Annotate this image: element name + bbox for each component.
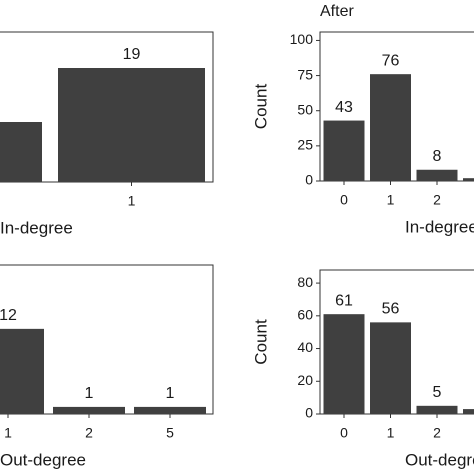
x-tick-label: 5: [166, 425, 174, 441]
y-tick-label: 50: [297, 101, 313, 117]
bar: [0, 328, 44, 414]
x-tick-label: 2: [433, 425, 441, 441]
y-tick-label: 40: [297, 339, 313, 355]
panel-title: After: [320, 3, 354, 20]
x-axis-label: Out-degree: [405, 450, 474, 469]
y-axis-label: Count: [251, 319, 270, 365]
x-tick-label: 2: [85, 425, 93, 441]
y-axis-label: Count: [251, 84, 270, 130]
y-tick-label: 0: [305, 172, 313, 188]
bar: [134, 406, 206, 414]
bar: [370, 322, 411, 414]
panel-frame: [0, 31, 214, 183]
data-label: 43: [335, 99, 353, 116]
bar: [463, 178, 474, 181]
x-tick-label: 1: [4, 425, 12, 441]
data-label: 5: [433, 384, 442, 401]
bar: [370, 74, 411, 181]
y-tick-label: 25: [297, 137, 313, 153]
data-label: 1: [85, 385, 94, 402]
x-tick-label: 2: [433, 192, 441, 208]
data-label: 1: [166, 385, 175, 402]
bar: [53, 406, 125, 414]
bar: [323, 120, 365, 181]
x-tick-label: 1: [387, 192, 395, 208]
y-tick-label: 80: [297, 274, 313, 290]
bar: [416, 405, 458, 414]
data-label: 76: [382, 52, 400, 69]
bar: [463, 409, 474, 414]
x-axis-label: In-degree: [0, 218, 73, 237]
x-tick-label: 1: [387, 425, 395, 441]
data-label: 56: [382, 301, 400, 318]
bar: [416, 169, 458, 181]
bar: [58, 68, 205, 182]
x-tick-label: 1: [128, 193, 136, 209]
panel-frame: [0, 264, 214, 415]
y-tick-label: 100: [290, 31, 314, 47]
data-label: 61: [335, 292, 353, 309]
x-tick-label: 0: [340, 192, 348, 208]
y-tick-label: 0: [305, 405, 313, 421]
data-label: 8: [433, 148, 442, 165]
bar: [0, 122, 42, 182]
data-label: 19: [123, 46, 141, 63]
y-tick-label: 60: [297, 307, 313, 323]
bar: [323, 314, 365, 414]
y-tick-label: 20: [297, 372, 313, 388]
x-tick-label: 0: [340, 425, 348, 441]
x-axis-label: Out-degree: [0, 450, 86, 469]
data-label: 12: [0, 307, 17, 324]
x-axis-label: In-degree: [405, 217, 474, 236]
y-tick-label: 75: [297, 66, 313, 82]
